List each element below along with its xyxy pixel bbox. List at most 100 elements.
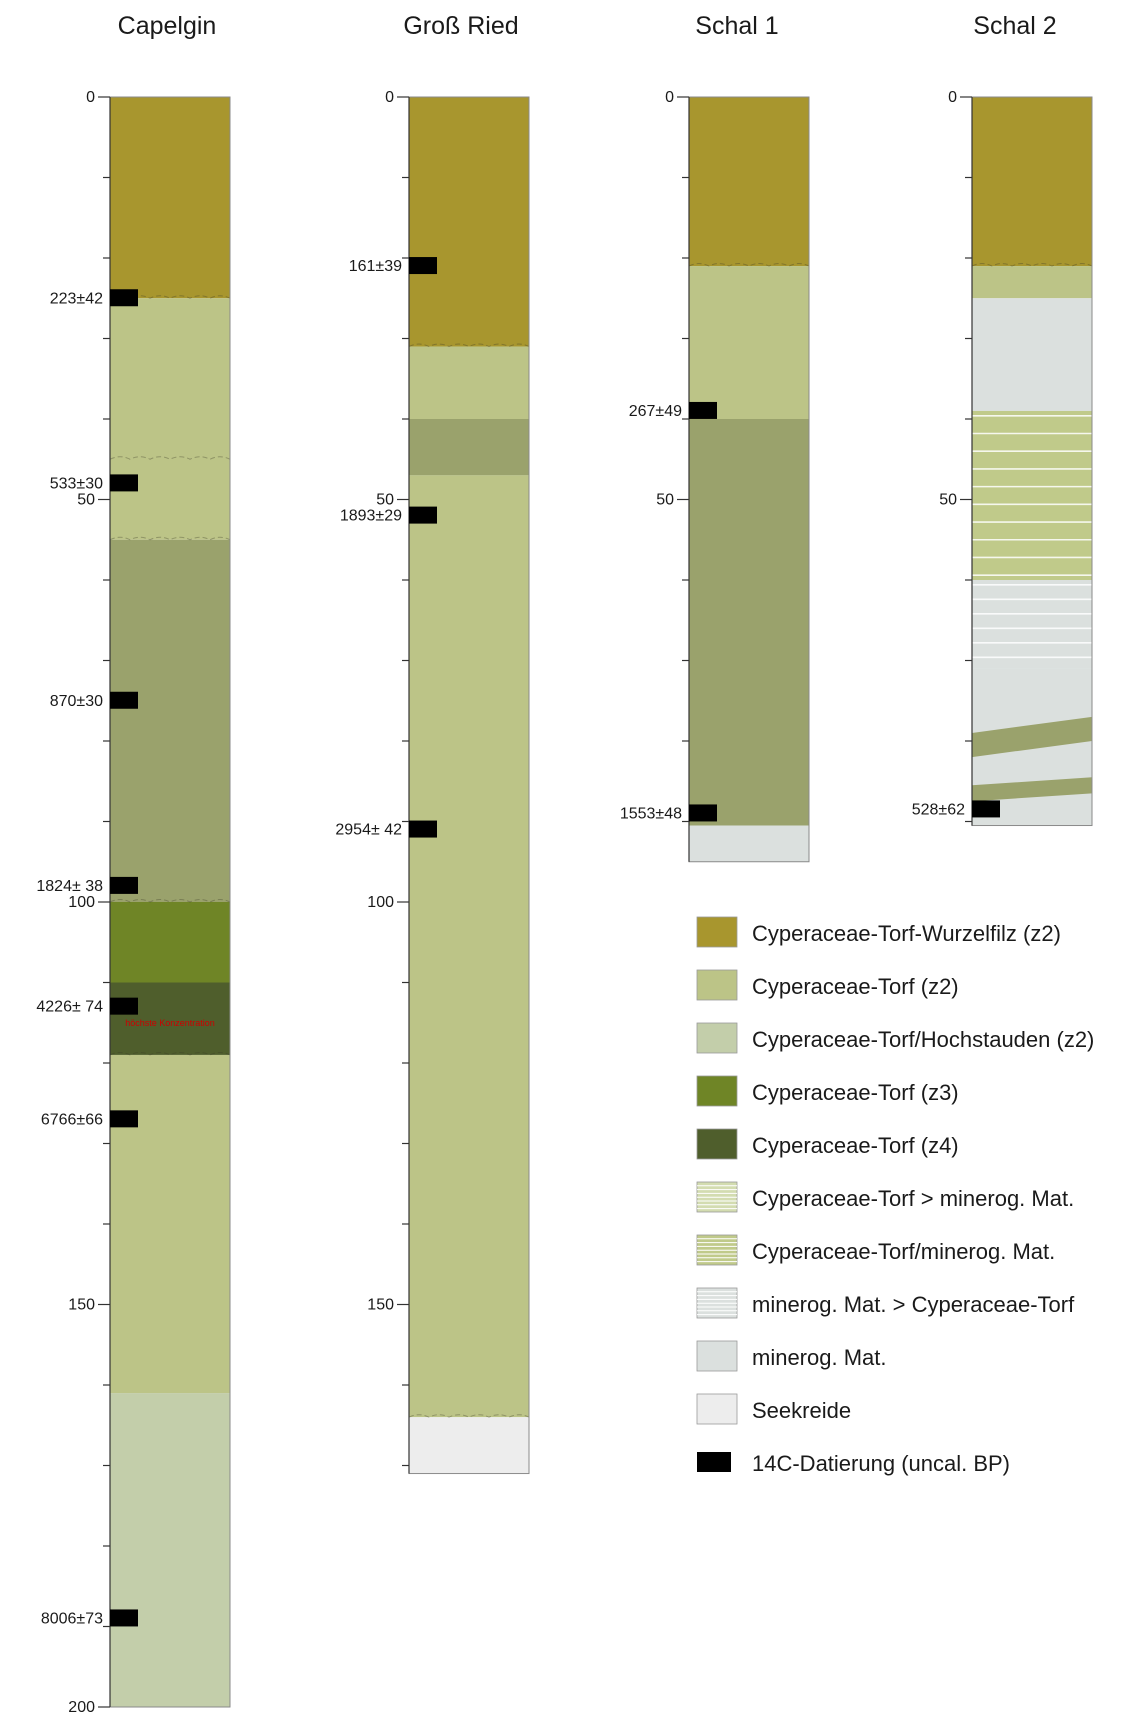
dating-marker	[110, 1609, 138, 1627]
layer-dark-torf-band	[409, 419, 529, 476]
layer-boundary-wavy	[109, 536, 231, 541]
legend: Cyperaceae-Torf-Wurzelfilz (z2) Cyperacea…	[696, 916, 1094, 1476]
layer-torf-z2	[110, 298, 230, 540]
dating-marker-icon	[697, 1452, 731, 1472]
dating-marker	[110, 289, 138, 307]
dating-marker	[689, 401, 717, 419]
color-swatch-icon	[696, 916, 738, 948]
concentration-note: höchste Konzentration	[125, 1018, 215, 1028]
depth-tick-label: 0	[86, 89, 95, 106]
core-column-schal_2: Schal 2 0 50 528±62	[912, 12, 1093, 827]
legend-label: minerog. Mat.	[752, 1345, 887, 1370]
layer-mineral	[972, 298, 1092, 411]
color-swatch-icon	[696, 1128, 738, 1160]
color-swatch-icon	[696, 969, 738, 1001]
depth-tick-label: 50	[656, 492, 674, 509]
column-title: Capelgin	[118, 12, 217, 40]
legend-item: Seekreide	[696, 1393, 851, 1425]
legend-item: Cyperaceae-Torf-Wurzelfilz (z2)	[696, 916, 1061, 948]
layer-dark-torf-band	[689, 419, 809, 826]
color-swatch-icon	[696, 1022, 738, 1054]
color-swatch-icon	[696, 1393, 738, 1425]
legend-label: Cyperaceae-Torf/Hochstauden (z2)	[752, 1027, 1094, 1052]
dating-marker	[972, 800, 1000, 818]
layer-seekreide	[409, 1417, 529, 1474]
dating-label: 1824± 38	[36, 878, 103, 895]
layer-wurzelfilz	[689, 97, 809, 267]
layer-torf-z2	[689, 266, 809, 419]
legend-label: 14C-Datierung (uncal. BP)	[752, 1451, 1010, 1476]
layer-hatching	[972, 584, 1092, 659]
layer-boundary-wavy	[408, 1414, 530, 1418]
dating-marker	[110, 1110, 138, 1128]
depth-axis: 0 50 100 150 200	[68, 89, 111, 1716]
layer-hatching	[972, 414, 1092, 576]
color-swatch-icon	[696, 1340, 738, 1372]
dating-label: 8006±73	[41, 1610, 103, 1627]
legend-label: Cyperaceae-Torf (z2)	[752, 974, 959, 999]
legend-item: minerog. Mat.	[696, 1340, 887, 1372]
depth-tick-label: 100	[68, 894, 95, 911]
layer-torf-z2	[409, 346, 529, 419]
depth-tick-label: 150	[68, 1297, 95, 1314]
dating-label: 223±42	[50, 290, 103, 307]
depth-tick-label: 0	[665, 89, 674, 106]
layer-torf-z2	[110, 1054, 230, 1394]
layer-mineral	[972, 580, 1092, 669]
dating-label: 870±30	[50, 693, 103, 710]
dating-marker	[110, 997, 138, 1015]
dating-label: 161±39	[349, 258, 402, 275]
depth-axis: 0 50	[656, 89, 690, 862]
dating-label: 6766±66	[41, 1111, 103, 1128]
column-title: Groß Ried	[403, 12, 518, 40]
dating-label: 267±49	[629, 403, 682, 420]
dating-label: 2954± 42	[335, 822, 402, 839]
dating-marker	[110, 474, 138, 492]
dating-marker	[409, 820, 437, 838]
core-column-capelgin: Capelgin 0 50 100 150 200 223±42 533±30 870±30 18…	[36, 12, 231, 1716]
layer-boundary-wavy	[688, 263, 810, 267]
layer-torf-z2	[972, 266, 1092, 299]
dating-label: 1553±48	[620, 805, 682, 822]
layer-torf-z4	[110, 982, 230, 1055]
layer-boundary-wavy	[971, 263, 1093, 267]
layer-mix-mid	[972, 410, 1092, 580]
legend-label: Seekreide	[752, 1398, 851, 1423]
dating-marker	[409, 257, 437, 275]
legend-item: Cyperaceae-Torf/minerog. Mat.	[696, 1234, 1055, 1266]
depth-tick-label: 50	[939, 492, 957, 509]
layer-hochstauden	[110, 1393, 230, 1707]
layer-wurzelfilz	[972, 97, 1092, 267]
legend-label: minerog. Mat. > Cyperaceae-Torf	[752, 1292, 1075, 1317]
legend-item: Cyperaceae-Torf > minerog. Mat.	[696, 1181, 1074, 1213]
dating-marker	[110, 691, 138, 709]
legend-label: Cyperaceae-Torf (z4)	[752, 1133, 959, 1158]
legend-label: Cyperaceae-Torf/minerog. Mat.	[752, 1239, 1055, 1264]
legend-item: Cyperaceae-Torf (z3)	[696, 1075, 959, 1107]
depth-tick-label: 100	[367, 894, 394, 911]
dating-label: 533±30	[50, 475, 103, 492]
dating-label: 4226± 74	[36, 999, 103, 1016]
legend-label: Cyperaceae-Torf-Wurzelfilz (z2)	[752, 921, 1061, 946]
slanted-peat-band	[972, 777, 1092, 802]
depth-axis: 0 50 100 150	[367, 89, 410, 1474]
depth-tick-label: 200	[68, 1699, 95, 1716]
layer-wurzelfilz	[110, 97, 230, 299]
depth-tick-label: 150	[367, 1297, 394, 1314]
legend-item: minerog. Mat. > Cyperaceae-Torf	[696, 1287, 1075, 1319]
depth-tick-label: 50	[376, 492, 394, 509]
layer-boundary-wavy	[408, 343, 530, 348]
layer-torf-z2	[409, 475, 529, 1418]
depth-tick-label: 0	[385, 89, 394, 106]
core-column-gross_ried: Groß Ried 0 50 100 150 161±39 1893±29 2954± 42	[335, 12, 530, 1475]
legend-item: Cyperaceae-Torf/Hochstauden (z2)	[696, 1022, 1094, 1054]
core-columns: Capelgin 0 50 100 150 200 223±42 533±30 870±30 18…	[36, 12, 1093, 1716]
dating-marker	[689, 804, 717, 822]
legend-item: Cyperaceae-Torf (z2)	[696, 969, 959, 1001]
layer-boundary-wavy	[109, 1051, 231, 1056]
core-column-schal_1: Schal 1 0 50 267±49 1553±48	[620, 12, 810, 863]
slanted-peat-band	[972, 716, 1092, 758]
depth-tick-label: 50	[77, 492, 95, 509]
layer-boundary-wavy	[109, 456, 231, 460]
